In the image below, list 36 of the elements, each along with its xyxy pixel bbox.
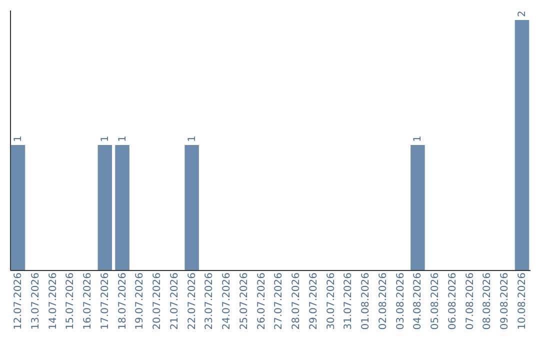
x-tick-label: 10.08.2026 [517, 272, 528, 330]
x-tick-label: 25.07.2026 [238, 272, 250, 330]
x-tick-label: 26.07.2026 [256, 272, 268, 330]
data-label: 1 [186, 136, 198, 142]
data-label: 1 [12, 136, 24, 142]
x-tick-label: 01.08.2026 [360, 272, 372, 330]
x-tick-label: 08.08.2026 [482, 272, 494, 330]
data-label: 2 [517, 10, 528, 17]
x-tick-label: 04.08.2026 [412, 272, 424, 330]
data-label: 1 [100, 136, 111, 142]
x-tick-label: 05.08.2026 [430, 272, 442, 330]
x-tick-label: 18.07.2026 [117, 272, 128, 330]
x-tick-label: 31.07.2026 [343, 272, 354, 330]
x-tick-label: 23.07.2026 [204, 272, 216, 330]
x-tick-label: 30.07.2026 [326, 272, 337, 330]
x-tick-label: 17.07.2026 [100, 272, 111, 330]
x-tick-label: 29.07.2026 [308, 272, 320, 330]
x-tick-label: 06.08.2026 [447, 272, 458, 330]
x-tick-label: 12.07.2026 [12, 272, 24, 330]
x-tick-label: 22.07.2026 [186, 272, 198, 330]
x-tick-label: 19.07.2026 [134, 272, 146, 330]
x-tick-label: 09.08.2026 [500, 272, 511, 330]
x-tick-label: 24.07.2026 [222, 272, 233, 330]
x-tick-label: 27.07.2026 [274, 272, 285, 330]
x-tick-label: 03.08.2026 [395, 272, 406, 330]
x-tick-label: 13.07.2026 [30, 272, 42, 330]
data-label: 1 [412, 136, 424, 142]
x-tick-label: 14.07.2026 [48, 272, 59, 330]
x-tick-label: 07.08.2026 [464, 272, 476, 330]
x-tick-label: 28.07.2026 [291, 272, 302, 330]
x-tick-label: 16.07.2026 [82, 272, 94, 330]
x-tick-label: 20.07.2026 [152, 272, 164, 330]
data-label: 1 [117, 136, 128, 142]
x-tick-label: 15.07.2026 [65, 272, 76, 330]
x-tick-label: 02.08.2026 [378, 272, 389, 330]
x-tick-label: 21.07.2026 [169, 272, 180, 330]
